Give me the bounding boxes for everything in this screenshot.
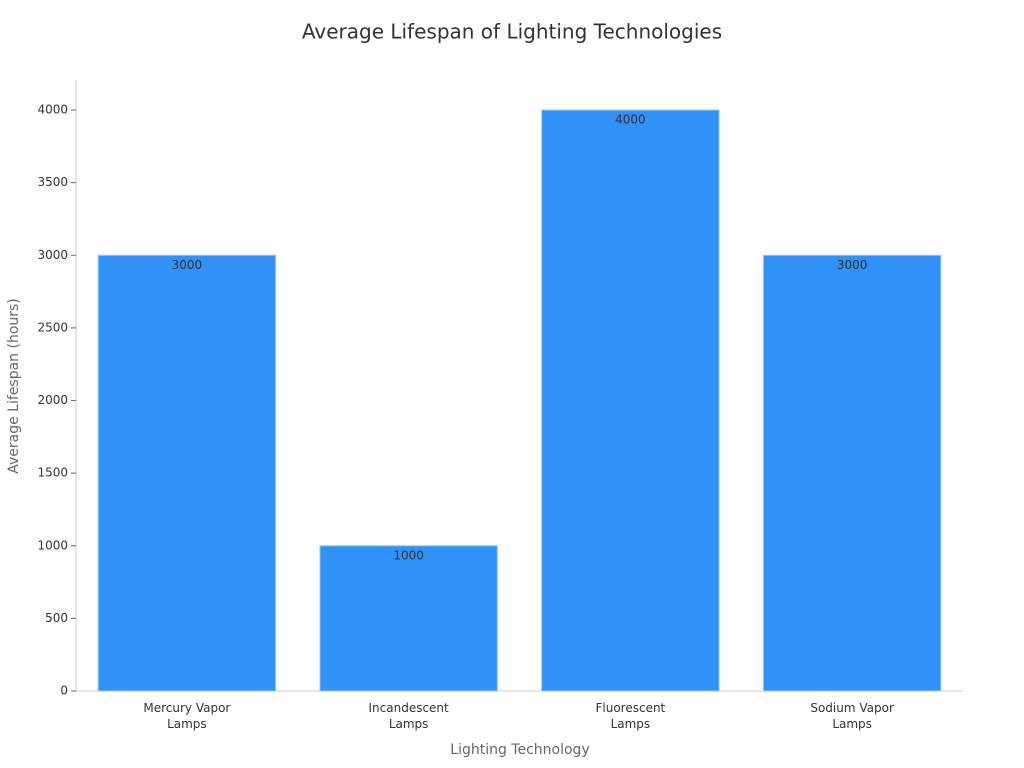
x-tick-label: Sodium Vapor Lamps <box>810 701 894 731</box>
y-tick-label: 4000 <box>37 103 68 117</box>
bar <box>97 254 277 692</box>
x-tick-label: Fluorescent Lamps <box>595 701 666 731</box>
y-tick-label: 500 <box>45 611 68 625</box>
y-tick-label: 1000 <box>37 538 68 552</box>
value-label: 4000 <box>615 113 646 127</box>
bar <box>319 545 498 692</box>
y-tick-label: 2000 <box>37 393 68 407</box>
y-tick-label: 2500 <box>37 320 68 334</box>
y-tick-label: 0 <box>60 684 68 698</box>
value-label: 1000 <box>393 548 424 562</box>
value-label: 3000 <box>837 258 868 272</box>
bar <box>762 254 942 692</box>
y-axis-label: Average Lifespan (hours) <box>6 298 22 474</box>
value-label: 3000 <box>172 258 203 272</box>
x-tick-label: Mercury Vapor Lamps <box>143 701 231 731</box>
chart-title: Average Lifespan of Lighting Technologie… <box>302 20 722 44</box>
bar <box>541 109 720 692</box>
x-tick-label: Incandescent Lamps <box>368 701 449 731</box>
y-tick-label: 3500 <box>37 175 68 189</box>
y-tick-label: 1500 <box>37 466 68 480</box>
x-axis-label: Lighting Technology <box>450 742 589 758</box>
y-tick-label: 3000 <box>37 248 68 262</box>
